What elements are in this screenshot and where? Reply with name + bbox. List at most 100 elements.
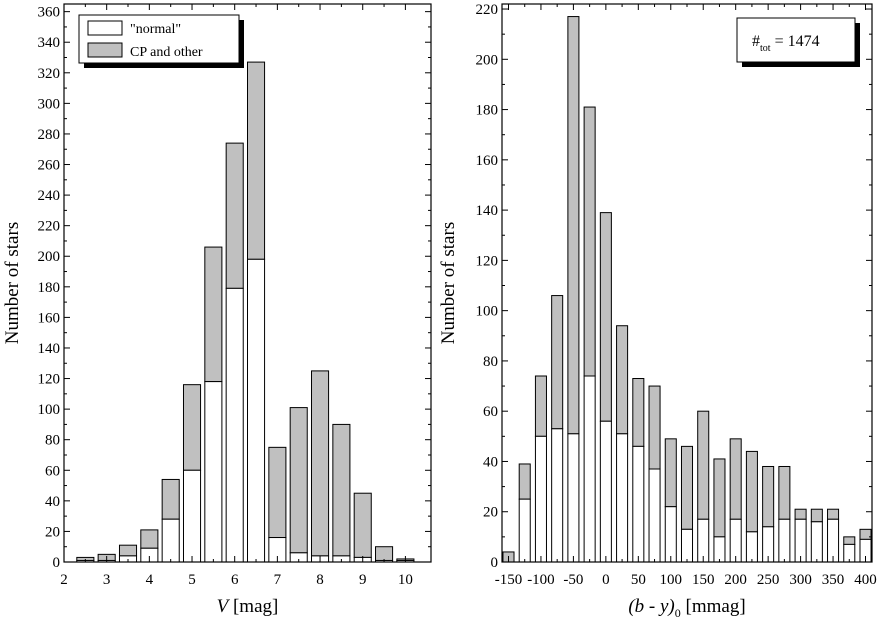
left-chart-panel: 0 20 40 60 80 100 120 140 160 180 200 220 240 260 280 3… — [2, 3, 432, 617]
left-y-tick-label: 300 — [38, 96, 61, 112]
right-x-tick-label: 350 — [822, 572, 845, 588]
right-y-tick-label: 120 — [476, 253, 499, 269]
left-x-tick-label: 4 — [146, 572, 154, 588]
legend-label-cp: CP and other — [130, 45, 203, 60]
left-bar-cp — [375, 546, 394, 561]
right-x-tick-label: 400 — [854, 572, 877, 588]
right-bar-cp — [794, 508, 807, 520]
right-bar-cp — [616, 325, 629, 435]
left-y-tick-label: 340 — [38, 35, 61, 51]
left-bar-cp — [204, 246, 223, 383]
left-x-axis-label-var: V — [217, 596, 231, 617]
right-bar-normal — [518, 498, 531, 563]
left-y-tick-label: 160 — [38, 310, 61, 326]
left-bar-normal — [182, 469, 202, 563]
right-y-tick-label: 60 — [483, 404, 498, 420]
right-bar-normal — [745, 531, 758, 563]
left-x-tick-label: 6 — [231, 572, 239, 588]
right-bar-normal — [599, 420, 612, 563]
left-x-tick-label: 8 — [316, 572, 324, 588]
right-x-tick-label: 250 — [757, 572, 780, 588]
left-bar-cp — [311, 370, 330, 557]
right-total-annotation: #tot = 1474 — [736, 17, 860, 67]
right-bar-cp — [745, 450, 758, 533]
left-x-axis-label: V [mag] — [217, 596, 279, 617]
left-bar-cp — [353, 492, 372, 558]
right-bar-normal — [551, 428, 564, 563]
left-x-tick-label: 3 — [103, 572, 111, 588]
left-y-tick-label: 0 — [53, 555, 61, 571]
right-y-tick-label: 0 — [491, 555, 499, 571]
right-bar-cp — [664, 438, 677, 508]
right-y-tick-label: 160 — [476, 153, 499, 169]
right-bar-normal — [827, 518, 840, 563]
right-x-axis-label-unit: [mmag] — [681, 596, 746, 617]
left-y-tick-label: 320 — [38, 66, 61, 82]
right-bar-normal — [632, 445, 645, 563]
right-x-tick-label: 0 — [602, 572, 610, 588]
annotation-hash: # — [752, 33, 760, 50]
legend-swatch-cp — [87, 42, 123, 58]
right-bar-normal — [810, 521, 823, 563]
left-y-tick-label: 80 — [45, 433, 60, 449]
right-bar-normal — [664, 506, 677, 563]
right-bar-normal — [680, 528, 694, 563]
left-bar-cp — [247, 61, 266, 260]
left-x-tick-label: 5 — [188, 572, 196, 588]
right-x-axis-label-var: (b - y) — [628, 596, 674, 617]
legend-swatch-normal — [87, 20, 123, 36]
legend-label-normal: "normal" — [130, 22, 181, 37]
left-plot-frame — [63, 3, 432, 563]
right-bar-normal — [583, 375, 596, 563]
left-y-tick-label: 100 — [38, 402, 61, 418]
right-bar-normal — [778, 518, 791, 563]
right-y-tick-label: 140 — [476, 203, 499, 219]
right-bar-normal — [534, 435, 547, 563]
right-bar-cp — [843, 536, 856, 545]
right-bar-cp — [534, 375, 547, 437]
right-bar-cp — [551, 295, 564, 430]
left-bar-cp — [225, 142, 244, 289]
left-bar-cp — [140, 529, 159, 549]
right-bar-cp — [697, 410, 710, 520]
left-y-axis-label: Number of stars — [2, 222, 23, 344]
left-y-tick-label: 240 — [38, 188, 61, 204]
right-bar-cp — [827, 508, 840, 520]
right-y-tick-label: 180 — [476, 103, 499, 119]
right-bar-cp — [599, 212, 612, 422]
left-y-tick-label: 120 — [38, 372, 61, 388]
left-y-tick-label: 360 — [38, 5, 61, 21]
right-y-tick-label: 100 — [476, 304, 499, 320]
right-bar-cp — [632, 378, 645, 447]
right-y-tick-label: 80 — [483, 354, 498, 370]
annotation-value: = 1474 — [771, 33, 820, 50]
left-bar-cp — [289, 407, 308, 554]
left-y-tick-label: 40 — [45, 494, 60, 510]
right-bar-normal — [729, 518, 742, 563]
right-x-tick-label: 200 — [724, 572, 747, 588]
right-bar-cp — [859, 528, 872, 540]
right-x-tick-label: 300 — [789, 572, 812, 588]
left-x-axis-label-unit: [mag] — [228, 596, 278, 617]
left-y-tick-label: 140 — [38, 341, 61, 357]
right-bar-normal — [567, 433, 580, 563]
left-y-tick-label: 20 — [45, 524, 60, 540]
right-x-tick-label: -50 — [563, 572, 583, 588]
right-bar-cp — [810, 508, 823, 523]
right-bar-normal — [794, 518, 807, 563]
left-bar-normal — [204, 381, 223, 563]
left-bar-cp — [268, 446, 287, 539]
left-y-tick-label: 60 — [45, 463, 60, 479]
right-bar-normal — [616, 433, 629, 563]
left-x-tick-label: 9 — [359, 572, 367, 588]
left-bar-normal — [247, 258, 266, 563]
right-x-tick-label: 50 — [631, 572, 646, 588]
left-y-tick-label: 200 — [38, 249, 61, 265]
right-x-axis-label: (b - y)0 [mmag] — [628, 596, 745, 620]
right-bar-cp — [729, 438, 742, 520]
right-x-axis-label-sub: 0 — [675, 606, 681, 620]
right-x-tick-label: 150 — [692, 572, 715, 588]
left-y-tick-label: 180 — [38, 280, 61, 296]
right-bar-cp — [778, 465, 791, 520]
